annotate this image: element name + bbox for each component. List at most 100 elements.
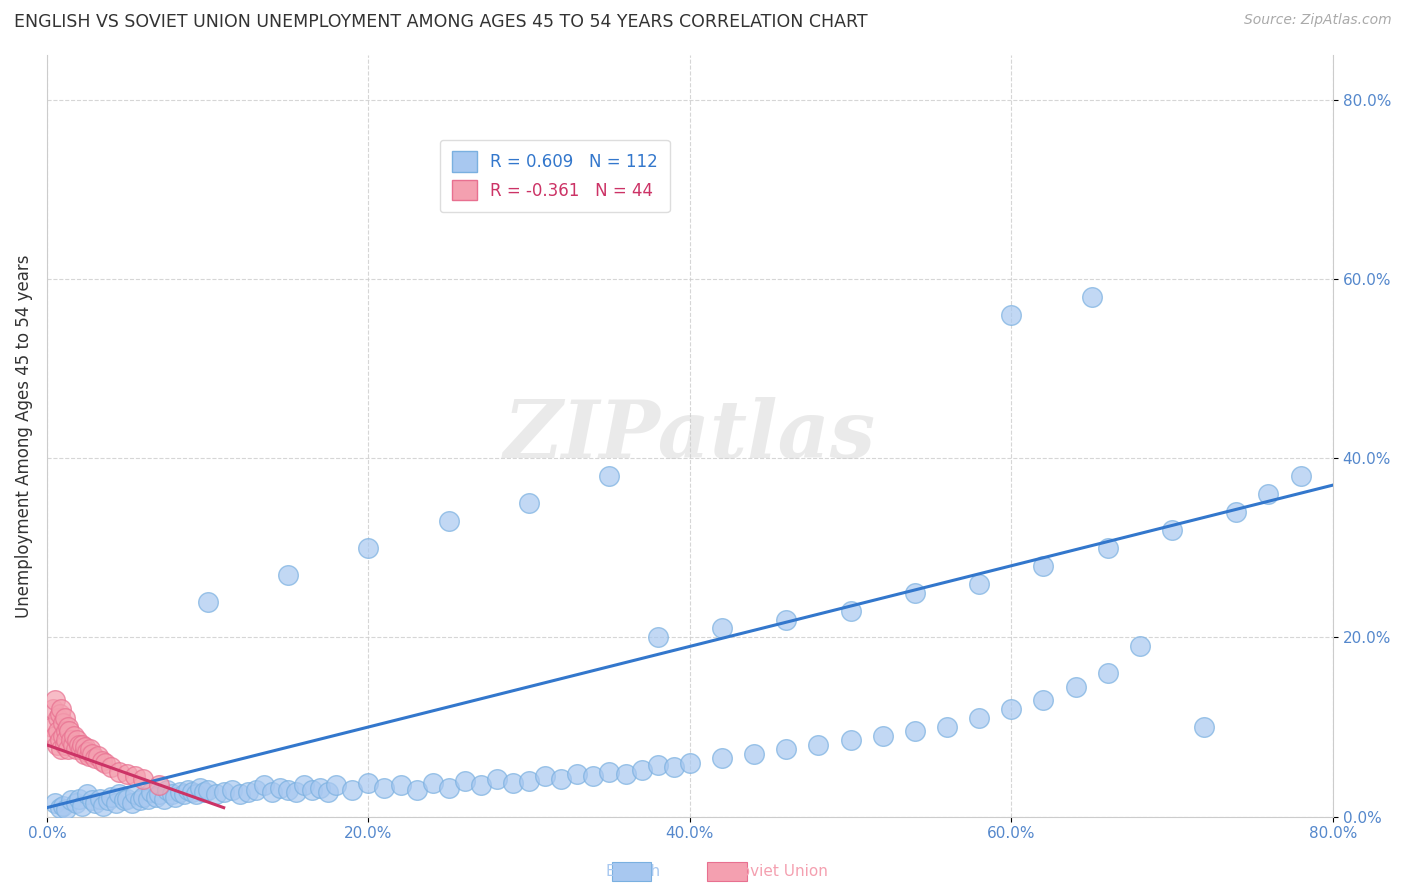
Point — [165, 789, 187, 804]
Point — [710, 622, 733, 636]
Text: English: English — [606, 863, 661, 879]
Point — [55, 724, 77, 739]
Point — [710, 751, 733, 765]
Point — [46, 711, 69, 725]
Text: ZIPatlas: ZIPatlas — [503, 397, 876, 475]
Point — [48, 800, 70, 814]
Point — [647, 757, 669, 772]
Point — [614, 766, 637, 780]
Point — [44, 693, 66, 707]
Point — [105, 796, 128, 810]
Point — [1161, 523, 1184, 537]
Point — [186, 787, 208, 801]
Point — [145, 789, 167, 804]
Point — [277, 782, 299, 797]
Point — [550, 772, 572, 786]
Point — [598, 764, 620, 779]
Point — [53, 738, 76, 752]
Point — [65, 742, 87, 756]
Point — [193, 784, 215, 798]
Point — [517, 773, 540, 788]
Point — [485, 772, 508, 786]
Text: Source: ZipAtlas.com: Source: ZipAtlas.com — [1244, 13, 1392, 28]
Point — [309, 780, 332, 795]
Point — [48, 706, 70, 721]
Point — [357, 775, 380, 789]
Point — [236, 784, 259, 798]
Point — [53, 711, 76, 725]
Point — [839, 733, 862, 747]
Point — [79, 742, 101, 756]
Point — [647, 631, 669, 645]
Point — [51, 702, 73, 716]
Point — [55, 733, 77, 747]
Point — [117, 766, 139, 780]
Point — [153, 791, 176, 805]
Point — [277, 567, 299, 582]
Point — [212, 784, 235, 798]
Point — [117, 791, 139, 805]
Point — [80, 793, 103, 807]
Point — [679, 756, 702, 770]
Point — [108, 764, 131, 779]
Point — [301, 782, 323, 797]
Point — [108, 787, 131, 801]
Point — [1097, 541, 1119, 555]
Point — [1080, 290, 1102, 304]
Point — [58, 724, 80, 739]
Point — [229, 787, 252, 801]
Point — [77, 748, 100, 763]
Point — [325, 778, 347, 792]
Point — [373, 780, 395, 795]
Point — [904, 585, 927, 599]
Point — [245, 782, 267, 797]
Point — [936, 720, 959, 734]
Point — [1097, 666, 1119, 681]
Point — [112, 793, 135, 807]
Point — [775, 613, 797, 627]
Point — [70, 798, 93, 813]
Point — [1000, 308, 1022, 322]
Point — [80, 747, 103, 761]
Point — [598, 469, 620, 483]
Point — [121, 796, 143, 810]
Point — [173, 787, 195, 801]
Point — [1000, 702, 1022, 716]
Point — [662, 760, 685, 774]
Point — [100, 789, 122, 804]
Point — [502, 775, 524, 789]
Y-axis label: Unemployment Among Ages 45 to 54 years: Unemployment Among Ages 45 to 54 years — [15, 254, 32, 617]
Point — [124, 769, 146, 783]
Point — [65, 796, 87, 810]
Point — [357, 541, 380, 555]
Point — [742, 747, 765, 761]
Point — [42, 702, 65, 716]
Legend: R = 0.609   N = 112, R = -0.361   N = 44: R = 0.609 N = 112, R = -0.361 N = 44 — [440, 140, 669, 212]
Point — [169, 784, 191, 798]
Point — [66, 733, 89, 747]
Point — [872, 729, 894, 743]
Point — [177, 782, 200, 797]
Point — [534, 769, 557, 783]
Point — [904, 724, 927, 739]
Point — [775, 742, 797, 756]
Point — [389, 778, 412, 792]
Point — [87, 748, 110, 763]
Point — [839, 603, 862, 617]
Text: ENGLISH VS SOVIET UNION UNEMPLOYMENT AMONG AGES 45 TO 54 YEARS CORRELATION CHART: ENGLISH VS SOVIET UNION UNEMPLOYMENT AMO… — [14, 13, 868, 31]
Point — [285, 784, 308, 798]
Point — [124, 787, 146, 801]
Point — [59, 733, 82, 747]
Point — [342, 782, 364, 797]
Point — [51, 742, 73, 756]
Point — [197, 782, 219, 797]
Point — [41, 720, 63, 734]
Point — [148, 787, 170, 801]
Point — [44, 796, 66, 810]
Point — [517, 496, 540, 510]
Point — [94, 756, 117, 770]
Point — [1032, 558, 1054, 573]
Point — [269, 780, 291, 795]
Point — [148, 778, 170, 792]
Point — [630, 763, 652, 777]
